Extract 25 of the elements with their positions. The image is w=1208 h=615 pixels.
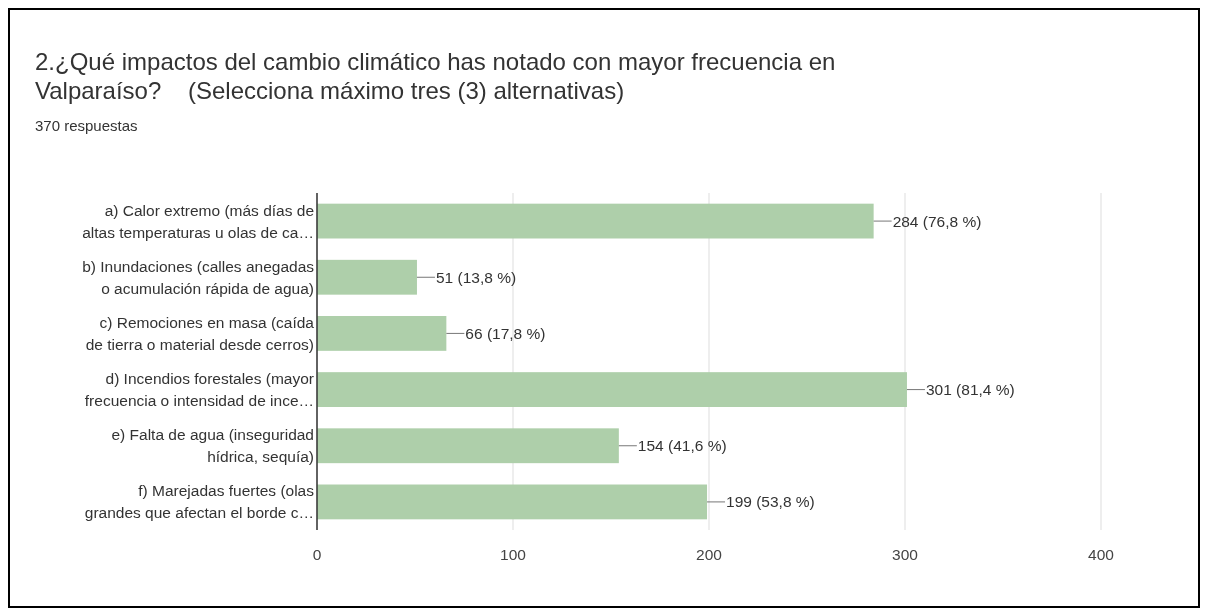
data-label: 284 (76,8 %) <box>892 212 982 230</box>
x-tick-label: 400 <box>1088 546 1115 563</box>
bar <box>317 203 874 239</box>
data-label: 301 (81,4 %) <box>925 381 1015 399</box>
bar <box>317 484 708 520</box>
text: 370 respuestas <box>35 117 138 134</box>
chart-title: 2.¿Qué impactos del cambio climático has notado con mayor frecuencia en Valparaíso? (Selecciona máximo tres (3) alternativas) <box>35 48 836 104</box>
bar <box>317 316 447 351</box>
data-label: 51 (13,8 %) <box>435 268 517 286</box>
data-label: 154 (41,6 %) <box>637 437 727 455</box>
y-tick-label: d) Incendios forestales (mayor frecuencia o intensidad de ince… <box>84 370 314 410</box>
x-tick-label: 200 <box>696 546 723 563</box>
y-tick-label: a) Calor extremo (más días de altas temperaturas u olas de ca… <box>82 201 314 241</box>
y-tick-label: b) Inundaciones (calles anegadas o acumulación rápida de agua) <box>82 257 315 297</box>
data-label: 199 (53,8 %) <box>726 493 815 511</box>
x-tick-label: 100 <box>500 546 527 563</box>
y-tick-label: c) Remociones en masa (caída de tierra o material desde cerros) <box>85 313 315 353</box>
x-tick-label: 300 <box>892 546 919 563</box>
data-label: 66 (17,8 %) <box>465 324 546 342</box>
y-tick-label: f) Marejadas fuertes (olas grandes que afectan el borde c… <box>84 482 315 522</box>
bar <box>317 428 619 464</box>
x-tick-label: 0 <box>312 546 322 563</box>
bar <box>317 259 417 295</box>
y-tick-label: e) Falta de agua (inseguridad hídrica, sequía) <box>111 426 314 466</box>
bar <box>317 372 907 407</box>
